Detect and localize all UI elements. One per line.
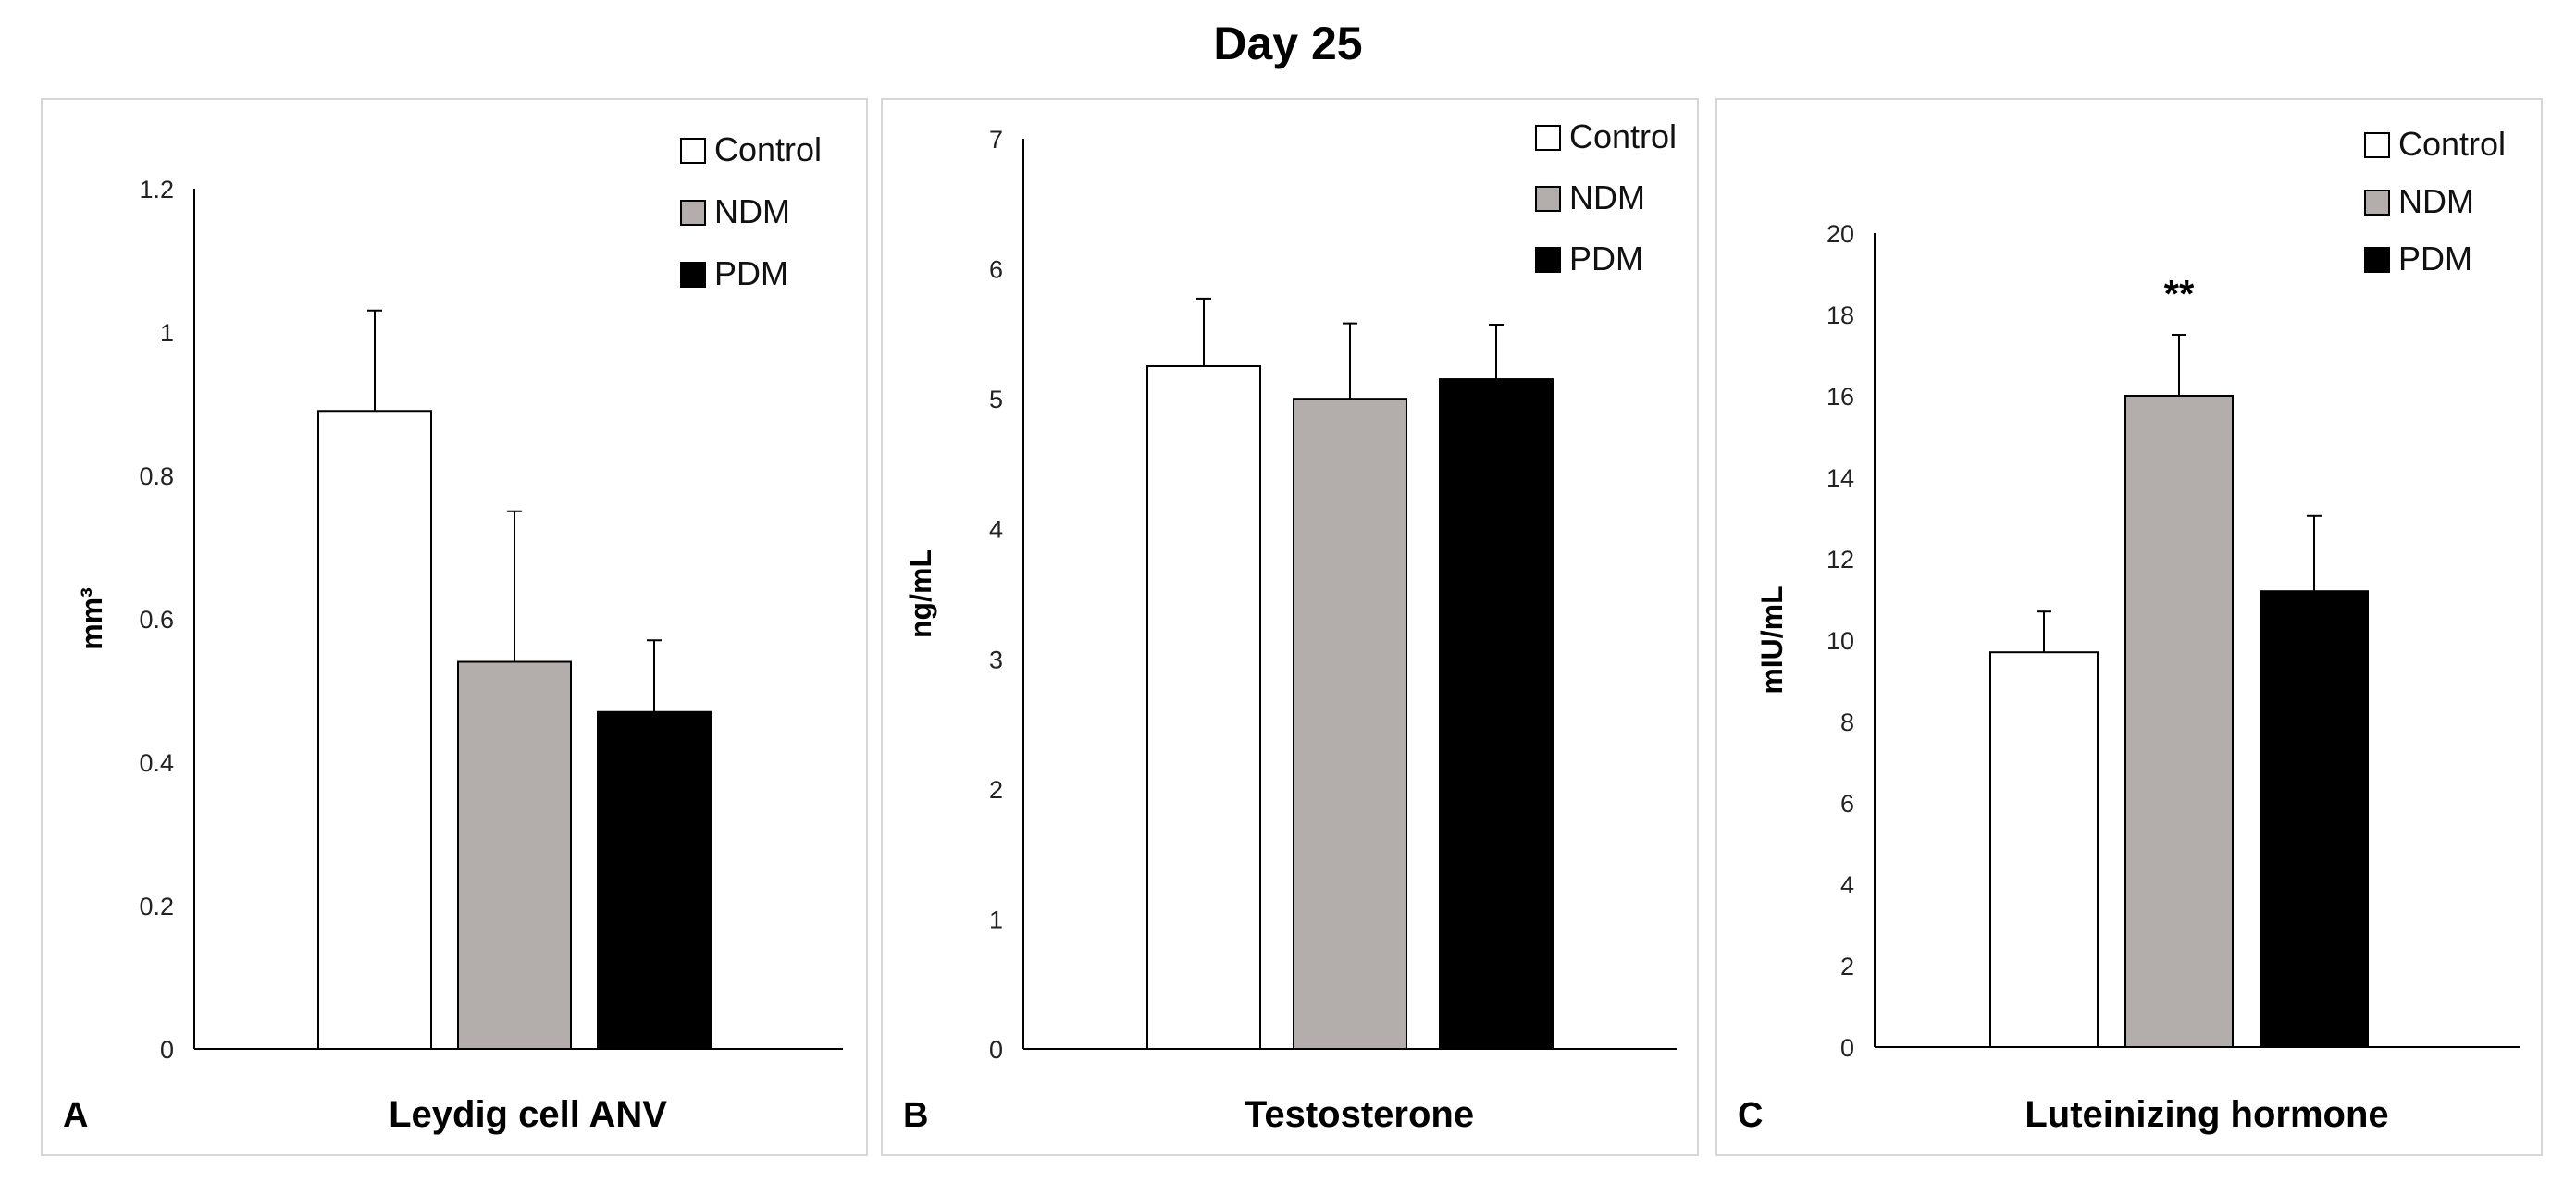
y-tick-label: 0.6 <box>139 606 174 634</box>
legend-swatch-ndm <box>680 200 706 226</box>
y-tick-label: 7 <box>989 126 1003 154</box>
legend-swatch-pdm <box>1535 247 1561 273</box>
panel-letter: A <box>63 1096 88 1135</box>
significance-marker: ** <box>2164 272 2195 315</box>
y-tick-label: 0.2 <box>139 893 174 920</box>
legend-swatch-ndm <box>1535 186 1561 212</box>
chart-panel-b: 0 1 2 3 4 5 6 7 ng/mL Control NDM PDM B Testosterone <box>881 98 1699 1156</box>
chart-title: Testosterone <box>1245 1094 1474 1135</box>
bar-ndm <box>2124 395 2234 1048</box>
panel-letter: B <box>903 1096 928 1135</box>
y-tick-label: 8 <box>1840 709 1854 736</box>
y-tick-label: 0.8 <box>139 462 174 490</box>
bar-pdm <box>597 710 712 1050</box>
legend-label-control: Control <box>2398 125 2506 163</box>
testosterone-chart-svg: 0 1 2 3 4 5 6 7 ng/mL Control NDM PDM B Testosterone <box>903 117 1677 1135</box>
legend-swatch-ndm <box>2364 190 2390 216</box>
y-tick-label: 0 <box>1840 1034 1854 1062</box>
legend-label-control: Control <box>1569 117 1677 155</box>
leydig-chart-svg: 0 0.2 0.4 0.6 0.8 1 1.2 mm³ Control NDM PDM A Leydig… <box>63 130 843 1135</box>
bar-ndm <box>1293 398 1407 1050</box>
legend-label-ndm: NDM <box>714 192 790 230</box>
y-axis-label: mm³ <box>75 587 108 650</box>
legend-swatch-control <box>680 138 706 164</box>
y-tick-label: 0 <box>160 1036 174 1064</box>
chart-title: Leydig cell ANV <box>389 1094 667 1135</box>
y-tick-label: 1.2 <box>139 176 174 203</box>
y-tick-label: 4 <box>1840 871 1854 899</box>
y-tick-label: 10 <box>1827 627 1854 655</box>
panel-letter: C <box>1738 1096 1763 1135</box>
legend-swatch-pdm <box>680 262 706 288</box>
y-tick-label: 3 <box>989 646 1003 673</box>
bar-control <box>317 410 432 1050</box>
legend-swatch-control <box>1535 125 1561 151</box>
figure-title: Day 25 <box>1213 18 1363 69</box>
legend-label-ndm: NDM <box>1569 179 1645 216</box>
y-tick-label: 12 <box>1827 546 1854 573</box>
lh-chart-svg: 0 2 4 6 8 10 12 14 16 18 20 mIU/mL ** Control NDM PDM C L… <box>1738 125 2520 1135</box>
legend-swatch-pdm <box>2364 247 2390 273</box>
legend-label-ndm: NDM <box>2398 182 2474 220</box>
chart-panel-a: 0 0.2 0.4 0.6 0.8 1 1.2 mm³ Control NDM PDM A Leydig… <box>41 98 868 1156</box>
legend-swatch-control <box>2364 132 2390 158</box>
y-tick-label: 18 <box>1827 302 1854 329</box>
bar-control <box>1146 365 1261 1050</box>
chart-panel-c: 0 2 4 6 8 10 12 14 16 18 20 mIU/mL ** Control NDM PDM C L… <box>1715 98 2543 1156</box>
bar-pdm <box>2260 590 2369 1048</box>
y-tick-label: 2 <box>1840 953 1854 980</box>
legend-label-control: Control <box>714 130 822 168</box>
y-tick-label: 16 <box>1827 383 1854 411</box>
legend-label-pdm: PDM <box>714 254 788 292</box>
legend-label-pdm: PDM <box>2398 240 2472 277</box>
y-tick-label: 4 <box>989 516 1003 544</box>
bar-pdm <box>1439 378 1554 1050</box>
bar-control <box>1989 651 2099 1048</box>
y-tick-label: 1 <box>989 906 1003 933</box>
y-tick-label: 0.4 <box>139 749 174 777</box>
y-tick-label: 20 <box>1827 220 1854 248</box>
y-tick-label: 5 <box>989 386 1003 413</box>
legend-label-pdm: PDM <box>1569 240 1643 277</box>
y-tick-label: 6 <box>1840 790 1854 818</box>
y-axis-label: ng/mL <box>904 549 937 638</box>
y-tick-label: 6 <box>989 256 1003 284</box>
y-tick-label: 14 <box>1827 464 1854 492</box>
y-tick-label: 0 <box>989 1036 1003 1064</box>
y-tick-label: 1 <box>160 319 174 347</box>
y-axis-label: mIU/mL <box>1755 585 1789 694</box>
chart-title: Luteinizing hormone <box>2025 1094 2388 1135</box>
y-tick-label: 2 <box>989 776 1003 804</box>
bar-ndm <box>457 660 572 1050</box>
